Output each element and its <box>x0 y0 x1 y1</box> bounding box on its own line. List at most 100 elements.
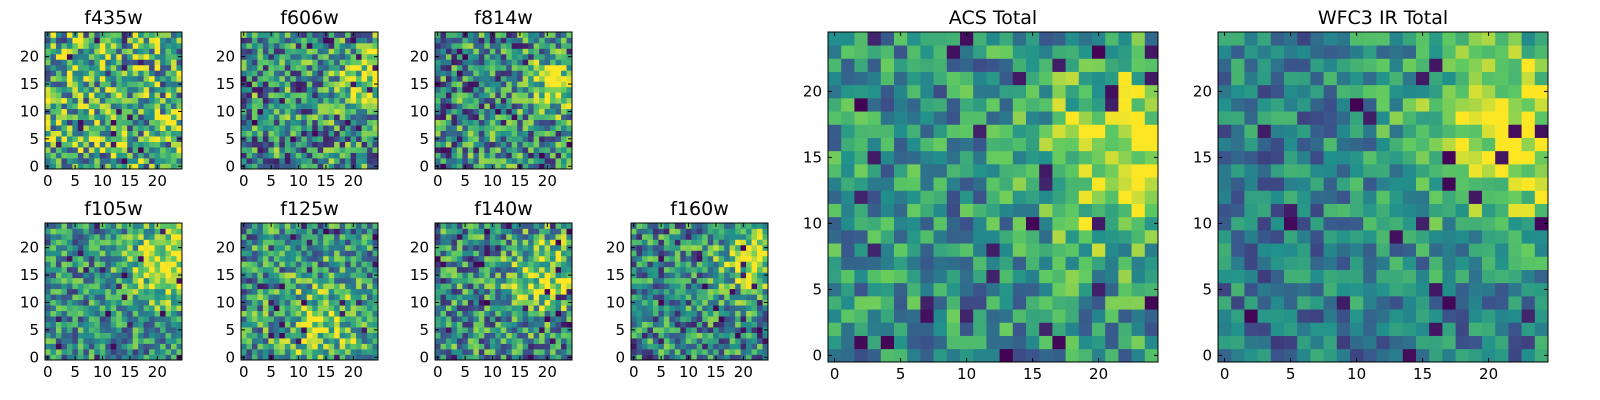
heatmap-cell <box>1026 269 1040 284</box>
heatmap-cell <box>149 147 155 153</box>
heatmap-cell <box>751 272 758 279</box>
heatmap-cell <box>473 48 480 55</box>
heatmap-cell <box>317 163 324 170</box>
heatmap-cell <box>680 233 687 240</box>
heatmap-cell <box>334 147 340 153</box>
heatmap-cell <box>306 92 313 99</box>
heatmap-cell <box>94 81 101 88</box>
heatmap-cell <box>356 130 362 137</box>
heatmap-cell <box>77 130 84 137</box>
heatmap-cell <box>462 59 469 66</box>
heatmap-cell <box>451 86 458 93</box>
heatmap-cell <box>50 130 57 137</box>
y-tick-label: 0 <box>615 348 625 366</box>
heatmap-cell <box>312 266 319 273</box>
heatmap-cell <box>484 233 491 240</box>
heatmap-cell <box>149 152 155 159</box>
heatmap-cell <box>312 42 319 49</box>
heatmap-cell <box>445 158 452 164</box>
heatmap-cell <box>500 32 507 38</box>
heatmap-cell <box>295 125 302 131</box>
heatmap-cell <box>55 283 62 290</box>
heatmap-cell <box>718 349 725 355</box>
heatmap-cell <box>350 261 357 268</box>
heatmap-cell <box>445 103 452 110</box>
heatmap-cell <box>641 310 648 317</box>
heatmap-cell <box>334 283 340 290</box>
heatmap-cell <box>522 272 529 279</box>
heatmap-cell <box>762 294 769 301</box>
heatmap-cell <box>713 310 720 317</box>
heatmap-cell <box>72 299 79 306</box>
heatmap-cell <box>317 327 324 333</box>
heatmap-cell <box>116 86 123 93</box>
heatmap-cell <box>652 228 659 235</box>
heatmap-cell <box>105 103 112 110</box>
heatmap-cell <box>356 349 362 355</box>
heatmap-cell <box>757 244 763 251</box>
heatmap-cell <box>746 250 752 257</box>
heatmap-cell <box>284 223 291 229</box>
heatmap-cell <box>257 338 264 344</box>
heatmap-cell <box>350 81 357 88</box>
heatmap-cell <box>301 70 308 77</box>
heatmap-cell <box>489 255 496 262</box>
heatmap-cell <box>301 108 308 115</box>
heatmap-cell <box>323 130 330 137</box>
heatmap-cell <box>55 332 62 339</box>
heatmap-cell <box>284 277 291 284</box>
heatmap-cell <box>522 32 529 38</box>
heatmap-cell <box>367 255 373 262</box>
heatmap-cell <box>467 228 474 235</box>
heatmap-cell <box>478 152 485 159</box>
heatmap-cell <box>685 327 692 333</box>
heatmap-cell <box>440 250 447 257</box>
heatmap-cell <box>528 228 534 235</box>
heatmap-cell <box>83 152 90 159</box>
heatmap-cell <box>718 327 725 333</box>
heatmap-cell <box>702 266 709 273</box>
heatmap-cell <box>367 37 373 44</box>
heatmap-cell <box>500 53 507 60</box>
heatmap-cell <box>1039 203 1053 218</box>
heatmap-cell <box>528 64 534 71</box>
heatmap-cell <box>713 239 720 246</box>
heatmap-cell <box>72 92 79 99</box>
heatmap-cell <box>500 141 507 148</box>
heatmap-cell <box>171 299 177 306</box>
heatmap-cell <box>323 53 330 60</box>
heatmap-cell <box>674 316 681 322</box>
heatmap-cell <box>724 332 730 339</box>
heatmap-cell <box>246 42 253 49</box>
heatmap-cell <box>273 32 280 38</box>
heatmap-cell <box>246 130 253 137</box>
heatmap-cell <box>317 81 324 88</box>
heatmap-cell <box>149 255 155 262</box>
heatmap-cell <box>284 114 291 121</box>
heatmap-cell <box>517 53 524 60</box>
heatmap-cell <box>127 108 134 115</box>
heatmap-cell <box>88 327 95 333</box>
heatmap-cell <box>171 283 177 290</box>
heatmap-cell <box>669 354 676 361</box>
x-tick-label: 5 <box>460 172 470 190</box>
heatmap-cell <box>451 250 458 257</box>
heatmap-cell <box>55 158 62 164</box>
heatmap-cell <box>746 233 752 240</box>
heatmap-cell <box>99 147 106 153</box>
heatmap-cell <box>691 233 698 240</box>
heatmap-cell <box>566 255 573 262</box>
heatmap-cell <box>279 92 286 99</box>
heatmap-cell <box>105 70 112 77</box>
heatmap-cell <box>290 233 297 240</box>
heatmap-cell <box>1131 335 1146 350</box>
heatmap-cell <box>435 158 441 164</box>
heatmap-cell <box>445 244 452 251</box>
heatmap-cell <box>268 81 275 88</box>
heatmap-cell <box>290 244 297 251</box>
heatmap-cell <box>279 97 286 104</box>
heatmap-cell <box>257 354 264 361</box>
heatmap-cell <box>718 343 725 350</box>
heatmap-cell <box>350 239 357 246</box>
heatmap-cell <box>61 327 68 333</box>
